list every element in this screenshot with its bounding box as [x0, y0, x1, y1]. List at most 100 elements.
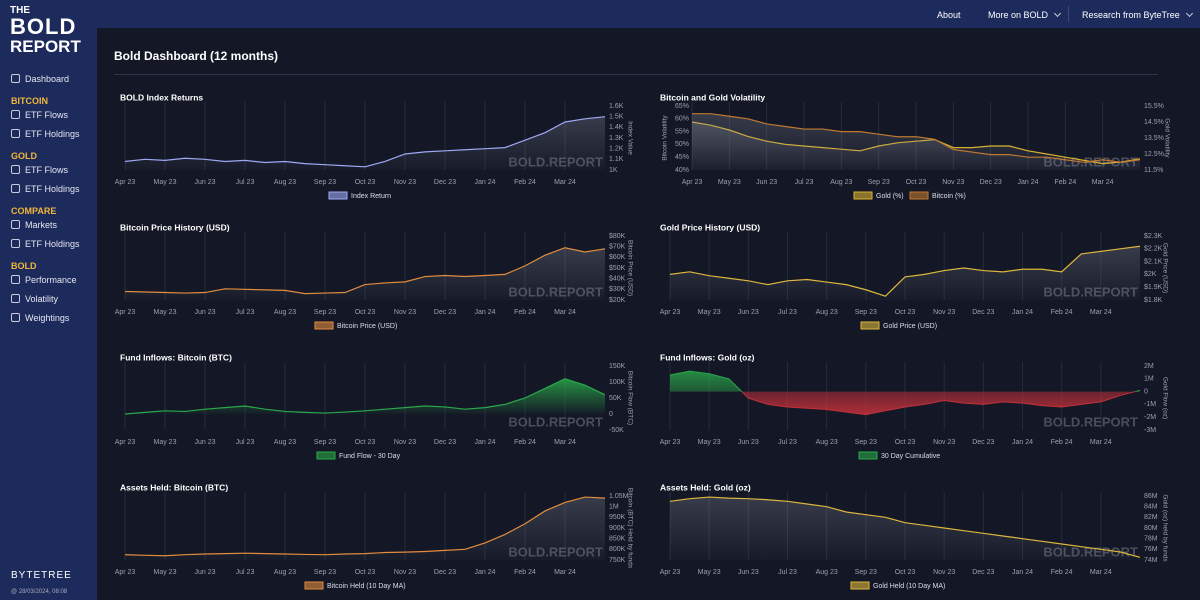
y-tick-label: 78M [1144, 536, 1158, 543]
y-tick-label: $40K [609, 276, 626, 283]
y-tick-label: 1M [609, 504, 619, 511]
sidebar: THE BOLD REPORT Dashboard BITCOIN ETF Flow… [0, 0, 97, 600]
y-tick-label: -2M [1144, 414, 1156, 421]
x-tick-label: Feb 24 [514, 309, 536, 316]
y-tick-label: $2.1K [1144, 258, 1163, 265]
x-tick-label: Oct 23 [355, 309, 376, 316]
x-tick-label: Jun 23 [194, 569, 215, 576]
page-title: Bold Dashboard (12 months) [114, 49, 279, 63]
x-tick-label: Sep 23 [314, 309, 336, 316]
area [125, 378, 605, 414]
x-tick-label: Dec 23 [434, 309, 456, 316]
y-tick-label: 100K [609, 379, 626, 386]
menu-item[interactable]: ETF Flows [11, 110, 80, 120]
menu: Dashboard BITCOIN ETF Flows ETF Holdings GOL… [11, 74, 80, 332]
x-tick-label: Dec 23 [980, 179, 1002, 186]
x-tick-label: Jul 23 [236, 569, 255, 576]
x-tick-label: Dec 23 [434, 569, 456, 576]
nav-link[interactable]: About [937, 10, 961, 20]
menu-item[interactable]: ETF Holdings [11, 239, 80, 249]
nav-link[interactable]: More on BOLD [988, 10, 1060, 20]
logo-text: BOLD [10, 14, 77, 39]
y2-tick-label: 14.5% [1144, 119, 1164, 126]
nav-link[interactable]: Research from ByteTree [1082, 10, 1192, 20]
menu-heading: COMPARE [11, 206, 57, 216]
legend-swatch [909, 191, 929, 200]
x-tick-label: Jun 23 [738, 439, 759, 446]
y-tick-label: -50K [609, 427, 624, 434]
legend-swatch [860, 321, 880, 330]
y-tick-label: 45% [675, 154, 689, 161]
y-tick-label: 50K [609, 395, 622, 402]
legend-swatch [304, 581, 324, 590]
y-tick-label: 1M [1144, 376, 1154, 383]
y-tick-label: 84M [1144, 504, 1158, 511]
x-tick-label: May 23 [154, 179, 177, 186]
y-tick-label: 900K [609, 525, 626, 532]
legend-swatch [328, 191, 348, 200]
line [124, 116, 606, 168]
x-tick-label: Jul 23 [236, 309, 255, 316]
legend-label: Bitcoin Held (10 Day MA) [327, 583, 406, 590]
y-axis-title: Bitcoin Price (USD) [626, 240, 633, 296]
logo[interactable]: THE BOLD REPORT [10, 5, 81, 56]
x-tick-label: Jun 23 [756, 179, 777, 186]
x-tick-label: Nov 23 [933, 309, 955, 316]
menu-item[interactable]: Weightings [11, 313, 80, 323]
x-tick-label: Jun 23 [194, 309, 215, 316]
y2-tick-label: 13.5% [1144, 135, 1164, 142]
x-tick-label: Sep 23 [314, 179, 336, 186]
x-tick-label: Sep 23 [855, 569, 877, 576]
menu-item[interactable]: Performance [11, 275, 80, 285]
menu-item[interactable]: ETF Holdings [11, 129, 80, 139]
line [124, 247, 606, 295]
x-tick-label: May 23 [698, 439, 721, 446]
watermark: BOLD.REPORT [1043, 414, 1138, 429]
logo-text: THE [10, 5, 30, 16]
x-tick-label: Nov 23 [942, 179, 964, 186]
x-tick-label: Jan 24 [474, 569, 495, 576]
chart-title: Fund Inflows: Gold (oz) [660, 352, 755, 362]
menu-item[interactable]: Dashboard [11, 74, 80, 84]
y-tick-label: 750K [609, 557, 626, 564]
area [125, 247, 605, 300]
chart-title: Bitcoin Price History (USD) [120, 222, 230, 232]
y-tick-label: -3M [1144, 427, 1156, 434]
x-tick-label: Apr 23 [115, 439, 136, 446]
x-tick-label: Jan 24 [474, 309, 495, 316]
menu-item[interactable]: ETF Flows [11, 165, 80, 175]
x-tick-label: Oct 23 [355, 569, 376, 576]
menu-item[interactable]: Markets [11, 220, 80, 230]
y2-tick-label: 11.5% [1144, 167, 1163, 174]
legend-label: Gold Price (USD) [883, 323, 937, 330]
area [670, 497, 1140, 560]
x-tick-label: Sep 23 [314, 569, 336, 576]
legend-label: Fund Flow - 30 Day [339, 453, 401, 460]
x-tick-label: Oct 23 [355, 439, 376, 446]
x-tick-label: Dec 23 [972, 309, 994, 316]
x-tick-label: May 23 [154, 309, 177, 316]
y-tick-label: 40% [675, 167, 689, 174]
x-tick-label: Aug 23 [274, 569, 296, 576]
x-tick-label: Jan 24 [1012, 309, 1033, 316]
legend-label: Gold Held (10 Day MA) [873, 583, 945, 590]
menu-item[interactable]: ETF Holdings [11, 184, 80, 194]
y-tick-label: 80M [1144, 525, 1158, 532]
y-tick-label: 800K [609, 546, 626, 553]
x-tick-label: Apr 23 [115, 309, 136, 316]
y2-axis-title: Gold Volatility [1163, 118, 1170, 158]
x-tick-label: Oct 23 [895, 569, 916, 576]
y-tick-label: 1.3K [609, 135, 624, 142]
x-tick-label: Jan 24 [1017, 179, 1038, 186]
y-tick-label: 1.1K [609, 156, 624, 163]
y-tick-label: 76M [1144, 546, 1158, 553]
watermark: BOLD.REPORT [508, 414, 603, 429]
legend-swatch [858, 451, 878, 460]
y-tick-label: $20K [609, 297, 626, 304]
x-tick-label: Apr 23 [682, 179, 703, 186]
menu-item[interactable]: Volatility [11, 294, 80, 304]
chart-title: Assets Held: Gold (oz) [660, 482, 751, 492]
separator [1068, 6, 1069, 22]
x-tick-label: Nov 23 [933, 569, 955, 576]
y-axis-title: Gold (oz) held by funds [1161, 494, 1168, 562]
